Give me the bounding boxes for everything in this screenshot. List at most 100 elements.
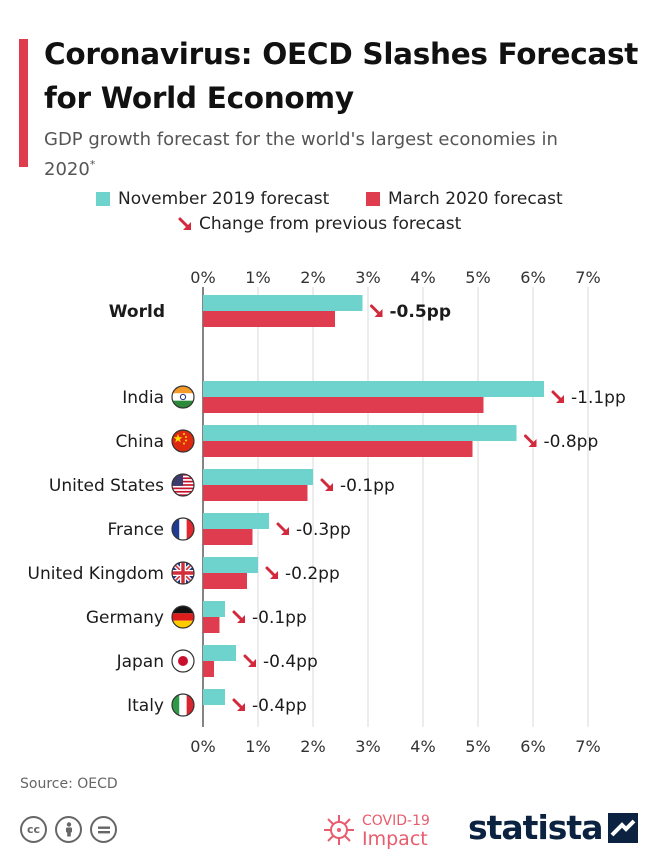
flag-outline bbox=[171, 605, 195, 629]
attribution-icon bbox=[55, 816, 82, 843]
statista-logo: statista bbox=[468, 808, 639, 847]
change-label: -0.2pp bbox=[285, 564, 340, 584]
change-label: -0.3pp bbox=[296, 520, 351, 540]
flag-outline bbox=[171, 385, 195, 409]
down-right-arrow-icon bbox=[524, 434, 537, 447]
change-label: -0.4pp bbox=[263, 652, 318, 672]
down-right-arrow-icon bbox=[232, 610, 245, 623]
bar-march bbox=[203, 529, 253, 545]
bar-march bbox=[203, 397, 484, 413]
down-right-arrow-icon bbox=[370, 304, 383, 317]
bar-november bbox=[203, 425, 517, 441]
down-right-arrow-icon bbox=[276, 522, 289, 535]
uk-flag-icon bbox=[172, 562, 194, 584]
category-label: World bbox=[109, 302, 165, 322]
tick-label-bottom: 1% bbox=[245, 737, 270, 756]
covid-label-line2: Impact bbox=[362, 828, 428, 850]
bar-march bbox=[203, 661, 214, 677]
chart-title: Coronavirus: OECD Slashes Forecast for W… bbox=[44, 37, 639, 115]
covid-label-line1: COVID-19 bbox=[362, 813, 430, 829]
category-label: India bbox=[122, 388, 164, 408]
bar-chart: 0% 0% 1% 1% 2% 2% 3% 3% 4% 4% 5% 5% 6% 6% 7% 7% World -0.… bbox=[28, 268, 626, 756]
legend-label-november: November 2019 forecast bbox=[118, 189, 330, 209]
brand-wordmark: statista bbox=[468, 808, 603, 847]
down-right-arrow-icon bbox=[320, 478, 333, 491]
no-derivatives-icon bbox=[90, 816, 117, 843]
bar-november bbox=[203, 689, 225, 705]
bar-november bbox=[203, 381, 544, 397]
flag-outline bbox=[171, 429, 195, 453]
statista-mark-icon bbox=[608, 812, 639, 843]
tick-label-bottom: 5% bbox=[465, 737, 490, 756]
title-accent-bar bbox=[19, 39, 28, 167]
tick-label-bottom: 2% bbox=[300, 737, 325, 756]
tick-label-bottom: 7% bbox=[575, 737, 600, 756]
change-label: -0.8pp bbox=[544, 432, 599, 452]
change-label: -0.5pp bbox=[390, 302, 452, 322]
germany-flag-icon bbox=[172, 606, 194, 628]
legend-item-november: November 2019 forecast bbox=[96, 189, 329, 209]
down-right-arrow-icon bbox=[232, 698, 245, 711]
japan-flag-icon bbox=[172, 650, 194, 672]
flag-outline bbox=[171, 517, 195, 541]
change-label: -1.1pp bbox=[571, 388, 626, 408]
legend-swatch-march bbox=[366, 192, 380, 206]
flag-outline bbox=[171, 561, 195, 585]
tick-label-bottom: 0% bbox=[190, 737, 215, 756]
bar-november bbox=[203, 601, 225, 617]
tick-label-top: 1% bbox=[245, 268, 270, 287]
china-flag-icon bbox=[172, 430, 194, 452]
tick-label-top: 6% bbox=[520, 268, 545, 287]
bar-march bbox=[203, 573, 247, 589]
category-label: Japan bbox=[116, 652, 164, 672]
change-label: -0.4pp bbox=[252, 696, 307, 716]
flag-outline bbox=[171, 649, 195, 673]
tick-label-bottom: 6% bbox=[520, 737, 545, 756]
virus-icon bbox=[324, 815, 354, 845]
category-label: France bbox=[107, 520, 164, 540]
india-flag-icon bbox=[172, 386, 194, 408]
legend-label-march: March 2020 forecast bbox=[388, 189, 563, 209]
category-label: Italy bbox=[127, 696, 164, 716]
license-icons: cc bbox=[20, 816, 117, 843]
tick-label-top: 2% bbox=[300, 268, 325, 287]
down-right-arrow-icon bbox=[178, 217, 191, 230]
tick-label-top: 5% bbox=[465, 268, 490, 287]
change-label: -0.1pp bbox=[252, 608, 307, 628]
flag-outline bbox=[171, 473, 195, 497]
bar-march bbox=[203, 485, 308, 501]
chart-subtitle: GDP growth forecast for the world's larg… bbox=[44, 127, 584, 182]
subtitle-text: GDP growth forecast for the world's larg… bbox=[44, 129, 558, 180]
legend-label-change: Change from previous forecast bbox=[199, 214, 462, 234]
tick-label-bottom: 3% bbox=[355, 737, 380, 756]
bar-november bbox=[203, 513, 269, 529]
category-label: Germany bbox=[86, 608, 164, 628]
tick-label-top: 3% bbox=[355, 268, 380, 287]
bar-november bbox=[203, 557, 258, 573]
down-right-arrow-icon bbox=[265, 566, 278, 579]
tick-label-bottom: 4% bbox=[410, 737, 435, 756]
legend-item-march: March 2020 forecast bbox=[366, 189, 563, 209]
subtitle-footnote-mark: * bbox=[89, 158, 96, 171]
category-label: China bbox=[115, 432, 164, 452]
down-right-arrow-icon bbox=[243, 654, 256, 667]
bar-march bbox=[203, 311, 335, 327]
category-label: United Kingdom bbox=[28, 564, 164, 584]
covid-impact-badge: COVID-19 Impact bbox=[322, 812, 430, 850]
tick-label-top: 4% bbox=[410, 268, 435, 287]
legend-swatch-november bbox=[96, 192, 110, 206]
italy-flag-icon bbox=[172, 694, 194, 716]
legend-item-change: Change from previous forecast bbox=[178, 214, 461, 234]
bar-march bbox=[203, 441, 473, 457]
category-label: United States bbox=[49, 476, 164, 496]
bar-november bbox=[203, 645, 236, 661]
bar-march bbox=[203, 617, 220, 633]
tick-label-top: 7% bbox=[575, 268, 600, 287]
flag-outline bbox=[171, 693, 195, 717]
france-flag-icon bbox=[172, 518, 194, 540]
down-right-arrow-icon bbox=[551, 390, 564, 403]
bar-november bbox=[203, 469, 313, 485]
change-label: -0.1pp bbox=[340, 476, 395, 496]
source-note: Source: OECD bbox=[20, 776, 118, 792]
bar-november bbox=[203, 295, 363, 311]
